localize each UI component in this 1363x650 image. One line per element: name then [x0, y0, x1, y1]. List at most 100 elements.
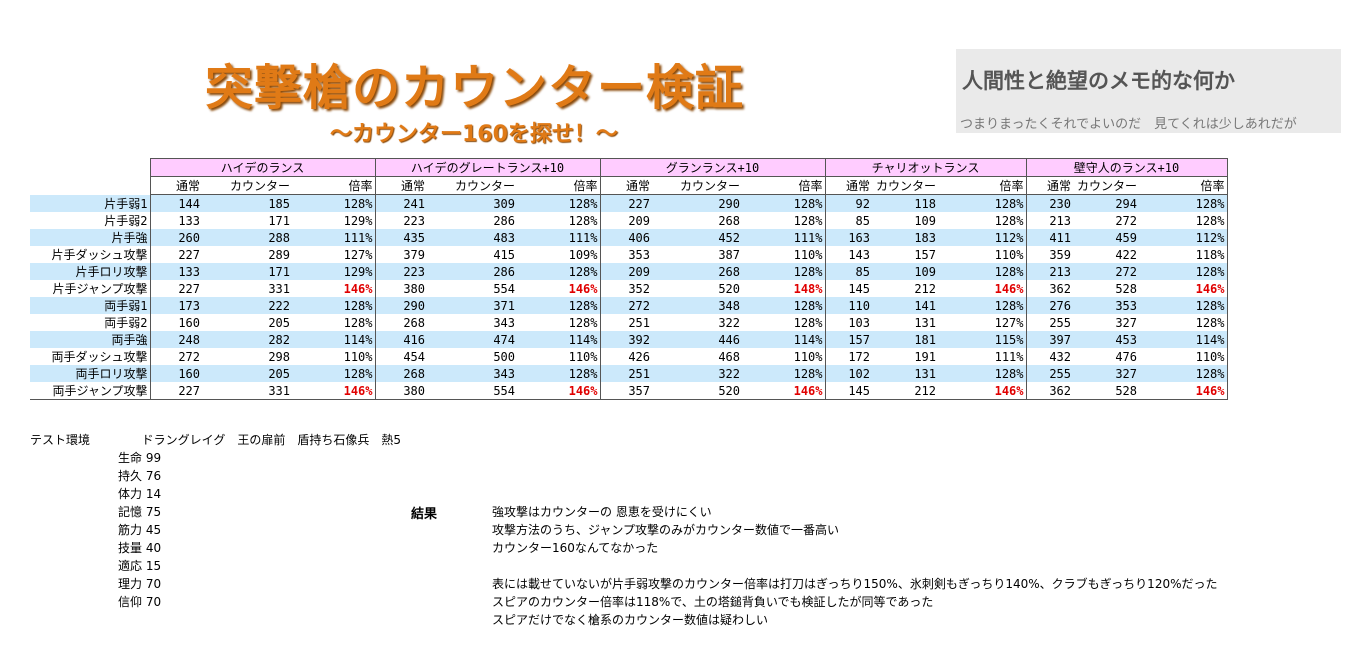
counter-value: 331 [268, 281, 290, 296]
counter-value: 387 [718, 247, 740, 262]
ratio-value: 128% [938, 212, 1027, 229]
table-row: 片手ジャンプ攻撃 227 331 146% 380 554 146% 352 520 148% 14… [30, 280, 1228, 297]
counter-value: 322 [652, 365, 742, 382]
counter-value: 476 [1115, 349, 1137, 364]
ratio-value: 128% [292, 194, 376, 212]
stat-line: 体力 14 [118, 487, 162, 501]
row-label: 片手ロリ攻撃 [30, 263, 150, 280]
ratio-value: 128% [292, 314, 376, 331]
normal-value: 352 [599, 280, 652, 297]
ratio-value: 118% [1139, 246, 1228, 263]
ratio-value: 128% [938, 263, 1027, 280]
counter-value: 286 [493, 213, 515, 228]
normal-value: 157 [824, 331, 872, 348]
normal-value: 163 [824, 229, 872, 246]
normal-value: 416 [374, 331, 427, 348]
stat-line: 記憶 75 [118, 505, 162, 519]
normal-value: 102 [824, 365, 872, 382]
normal-value: 227 [149, 382, 202, 400]
counter-value: 171 [202, 263, 292, 280]
counter-table: ハイデのランス ハイデのグレートランス+10 グランランス+10 チャリオットラ… [30, 158, 1228, 400]
counter-value: 205 [268, 315, 290, 330]
ratio-value: 114% [517, 331, 601, 348]
normal-value: 272 [599, 297, 652, 314]
normal-value: 133 [149, 263, 202, 280]
table-row: 両手ダッシュ攻撃 272 298 110% 454 500 110% 426 468 110% 17… [30, 348, 1228, 365]
row-label: 片手ジャンプ攻撃 [52, 282, 148, 296]
normal-value: 160 [149, 365, 202, 382]
ratio-value: 128% [517, 365, 601, 382]
normal-value: 251 [599, 365, 652, 382]
normal-value: 359 [1025, 246, 1073, 263]
counter-value: 212 [914, 281, 936, 296]
ratio-value: 128% [938, 194, 1027, 212]
row-label: 両手ダッシュ攻撃 [51, 350, 148, 364]
ratio-value: 128% [1139, 365, 1228, 382]
normal-value: 144 [149, 194, 202, 212]
counter-value: 183 [872, 229, 938, 246]
ratio-value: 128% [1139, 314, 1228, 331]
normal-value: 290 [374, 297, 427, 314]
normal-value: 255 [1025, 365, 1073, 382]
normal-value: 172 [824, 348, 872, 365]
counter-value: 282 [202, 331, 292, 348]
stat-line: 筋力 45 [118, 523, 162, 537]
normal-value: 357 [599, 382, 652, 400]
normal-value: 227 [599, 194, 652, 212]
column-header: カウンター [652, 176, 742, 195]
table-row: 片手ダッシュ攻撃 227 289 127% 379 415 109% 353 387 110% 14… [30, 246, 1228, 263]
row-label: 両手強 [30, 331, 150, 348]
counter-value: 309 [427, 194, 517, 212]
blog-header-box[interactable]: 人間性と絶望のメモ的な何か つまりまったくそれでよいのだ 見てくれは少しあれだが [956, 49, 1341, 133]
row-label: 両手ジャンプ攻撃 [30, 382, 150, 400]
normal-value: 397 [1025, 331, 1073, 348]
counter-value: 468 [718, 349, 740, 364]
result-label: 結果 [411, 507, 438, 522]
counter-value: 298 [268, 349, 290, 364]
normal-value: 145 [824, 280, 872, 297]
test-environment: テスト環境 ドラングレイグ 王の扉前 盾持ち石像兵 熱5 [30, 431, 401, 448]
normal-value: 209 [599, 263, 652, 280]
group-header-row: ハイデのランス ハイデのグレートランス+10 グランランス+10 チャリオットラ… [30, 158, 1228, 177]
blog-name[interactable]: 人間性と絶望のメモ的な何か [962, 69, 1235, 93]
column-header: 倍率 [938, 176, 1027, 195]
sub-header-row: 通常 カウンター 倍率 通常 カウンター 倍率 通常 カウンター 倍率 通常 カウンター 倍率 通常 カウ… [30, 176, 1228, 195]
stat-line: 適応 15 [118, 559, 162, 573]
page-subtitle: ～カウンター160を探せ！～ [330, 122, 618, 147]
stat-line: 持久 76 [118, 469, 162, 483]
table-row: 両手弱2 160 205 128% 268 343 128% 251 322 128% 103 131… [30, 314, 1228, 331]
counter-value: 554 [493, 281, 515, 296]
ratio-value: 128% [292, 365, 376, 382]
counter-value: 294 [1073, 194, 1139, 212]
normal-value: 248 [149, 331, 202, 348]
normal-value: 268 [374, 365, 427, 382]
normal-value: 411 [1025, 229, 1073, 246]
normal-value: 223 [374, 263, 427, 280]
ratio-value: 114% [742, 331, 826, 348]
normal-value: 145 [824, 382, 872, 400]
ratio-value: 111% [517, 229, 601, 246]
column-header: カウンター [1073, 176, 1139, 195]
normal-value: 380 [374, 382, 427, 400]
normal-value: 362 [1025, 382, 1073, 400]
ratio-value: 128% [938, 297, 1027, 314]
ratio-value: 128% [742, 365, 826, 382]
ratio-value: 111% [292, 229, 376, 246]
ratio-value: 128% [517, 263, 601, 280]
ratio-value: 128% [938, 365, 1027, 382]
stat-line: 生命 99 [118, 451, 162, 465]
counter-value: 131 [914, 315, 936, 330]
normal-value: 392 [599, 331, 652, 348]
ratio-value: 128% [517, 212, 601, 229]
column-header: 倍率 [742, 176, 826, 195]
ratio-value: 110% [742, 348, 826, 365]
counter-value: 222 [202, 297, 292, 314]
normal-value: 362 [1025, 280, 1073, 297]
group-header: グランランス+10 [599, 158, 826, 177]
page-title: 突撃槍のカウンター検証 [205, 60, 745, 116]
column-header: 倍率 [292, 176, 376, 195]
ratio-value: 146% [292, 280, 376, 297]
counter-value: 452 [652, 229, 742, 246]
normal-value: 103 [824, 314, 872, 331]
counter-value: 191 [914, 349, 936, 364]
